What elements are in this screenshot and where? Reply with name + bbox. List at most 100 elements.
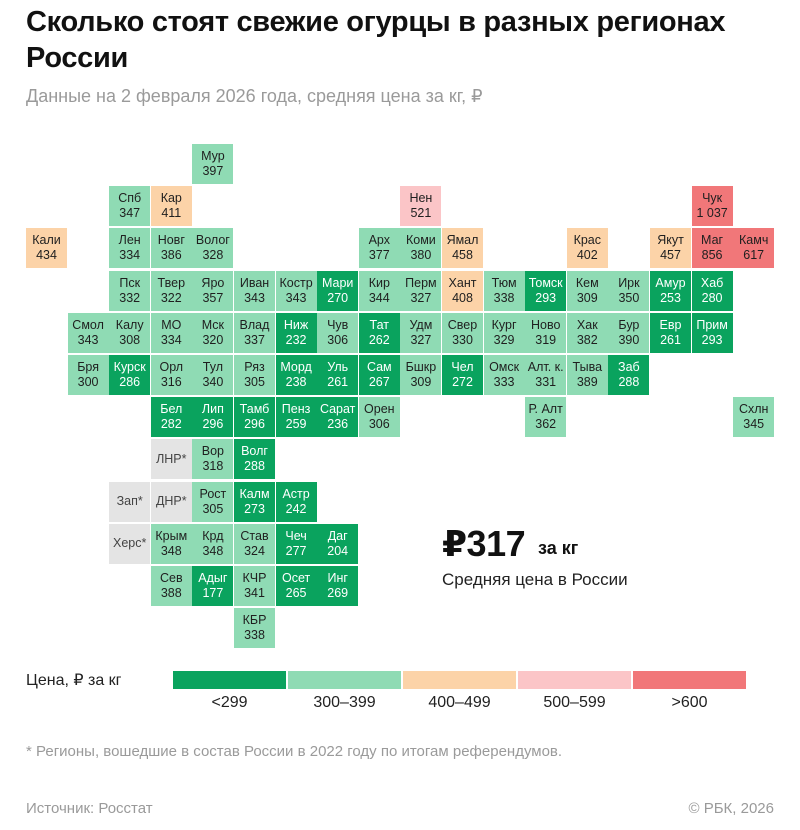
region-name: Херс* xyxy=(113,536,147,551)
legend-label: <299 xyxy=(211,694,248,711)
region-tile: Сев 388 xyxy=(150,566,192,606)
region-price: 238 xyxy=(285,375,307,389)
region-tile: Алт. к. 331 xyxy=(525,355,567,395)
region-name: Зап* xyxy=(116,494,143,509)
region-tile: Инг 269 xyxy=(317,566,359,606)
region-price: 319 xyxy=(535,332,557,347)
region-tile: Томск 293 xyxy=(525,270,567,311)
region-name: Чук xyxy=(702,191,723,206)
region-price: 280 xyxy=(701,290,723,305)
region-tile: Влад 337 xyxy=(234,312,275,353)
region-name: Сарат xyxy=(319,402,356,417)
region-tile: Кем 309 xyxy=(566,270,608,311)
region-tile: Р. Алт 362 xyxy=(525,397,567,438)
region-price: 386 xyxy=(160,248,182,263)
region-price: 318 xyxy=(202,459,224,474)
region-price: 272 xyxy=(452,375,473,389)
region-price: 236 xyxy=(327,417,349,432)
region-price: 322 xyxy=(160,290,182,305)
region-tile: Крас 402 xyxy=(566,228,608,269)
region-tile: Вор 318 xyxy=(192,439,234,480)
region-price: 377 xyxy=(368,248,390,263)
region-price: 296 xyxy=(244,417,265,432)
region-price: 362 xyxy=(535,417,557,432)
region-tile: Новг 386 xyxy=(150,228,192,269)
region-price: 330 xyxy=(452,332,473,347)
region-price: 337 xyxy=(244,332,265,347)
region-tile: ЛНР* xyxy=(150,439,192,480)
region-name: Крас xyxy=(573,233,602,248)
legend-label: 300–399 xyxy=(313,694,376,711)
region-name: Кар xyxy=(160,191,182,206)
footnote: * Регионы, вошедшие в состав России в 20… xyxy=(26,743,563,760)
legend-swatch xyxy=(518,671,631,689)
legend-swatch xyxy=(288,671,401,689)
region-name: Схлн xyxy=(738,402,769,417)
region-tile: Лен 334 xyxy=(109,228,151,269)
region-tile: Камч 617 xyxy=(733,228,775,269)
region-price: 397 xyxy=(202,164,224,178)
region-price: 617 xyxy=(743,248,765,263)
region-name: Заб xyxy=(618,360,640,374)
region-tile: Сам 267 xyxy=(358,355,400,395)
region-price: 267 xyxy=(368,375,390,389)
region-name: Мур xyxy=(201,149,225,163)
region-name: Алт. к. xyxy=(527,360,564,374)
average-price-label: Средняя цена в России xyxy=(442,570,628,589)
region-price: 177 xyxy=(202,586,224,600)
region-tile: Крым 348 xyxy=(150,523,192,564)
region-name: Яро xyxy=(201,275,225,290)
region-name: Ряз xyxy=(244,360,265,374)
region-name: Тул xyxy=(202,360,223,374)
legend-label: 500–599 xyxy=(543,694,606,711)
region-tile: Ново 319 xyxy=(525,312,567,353)
region-tile: Лип 296 xyxy=(192,397,234,438)
region-price: 306 xyxy=(327,332,349,347)
region-name: Чел xyxy=(451,360,474,374)
region-tile: Калм 273 xyxy=(234,481,275,522)
region-tile: Евр 261 xyxy=(650,312,691,353)
region-name: Кали xyxy=(32,233,61,248)
region-tile: Ниж 232 xyxy=(275,312,317,353)
region-price: 296 xyxy=(202,417,224,432)
region-tile: Даг 204 xyxy=(317,523,359,564)
region-tile: Иван 343 xyxy=(234,270,275,311)
region-price: 305 xyxy=(244,375,265,389)
region-price: 411 xyxy=(161,206,182,221)
region-price: 306 xyxy=(368,417,390,432)
region-name: Мск xyxy=(201,317,225,332)
region-price: 204 xyxy=(327,543,349,558)
region-name: Орл xyxy=(159,360,184,374)
region-name: Новг xyxy=(157,233,185,248)
region-price: 390 xyxy=(618,332,640,347)
region-tile: Тат 262 xyxy=(358,312,400,353)
region-tile: Орен 306 xyxy=(358,397,400,438)
region-name: Прим xyxy=(696,317,728,332)
region-price: 293 xyxy=(701,332,723,347)
region-tile: Заб 288 xyxy=(608,355,650,395)
region-name: Инг xyxy=(327,571,348,585)
region-name: Нен xyxy=(409,191,433,206)
region-name: Амур xyxy=(655,275,686,290)
region-price: 457 xyxy=(660,248,681,263)
region-price: 408 xyxy=(452,290,473,305)
region-name: Ямал xyxy=(446,233,479,248)
region-tile: Пенз 259 xyxy=(275,397,317,438)
region-name: КБР xyxy=(242,613,267,628)
region-tile: Кар 411 xyxy=(150,186,192,227)
region-tile: Крд 348 xyxy=(192,523,234,564)
region-name: Чув xyxy=(327,317,349,332)
region-name: Ирк xyxy=(618,275,640,290)
region-price: 308 xyxy=(119,332,141,347)
region-price: 434 xyxy=(36,248,57,263)
region-name: Камч xyxy=(739,233,769,248)
region-tile: Волг 288 xyxy=(234,439,275,480)
region-tile: Рост 305 xyxy=(192,481,234,522)
region-name: Удм xyxy=(409,317,433,332)
region-price: 300 xyxy=(77,375,99,389)
region-tile: ДНР* xyxy=(150,481,192,522)
region-name: Пенз xyxy=(281,402,311,417)
region-name: Курск xyxy=(113,360,146,374)
region-tile: КЧР 341 xyxy=(234,566,275,606)
